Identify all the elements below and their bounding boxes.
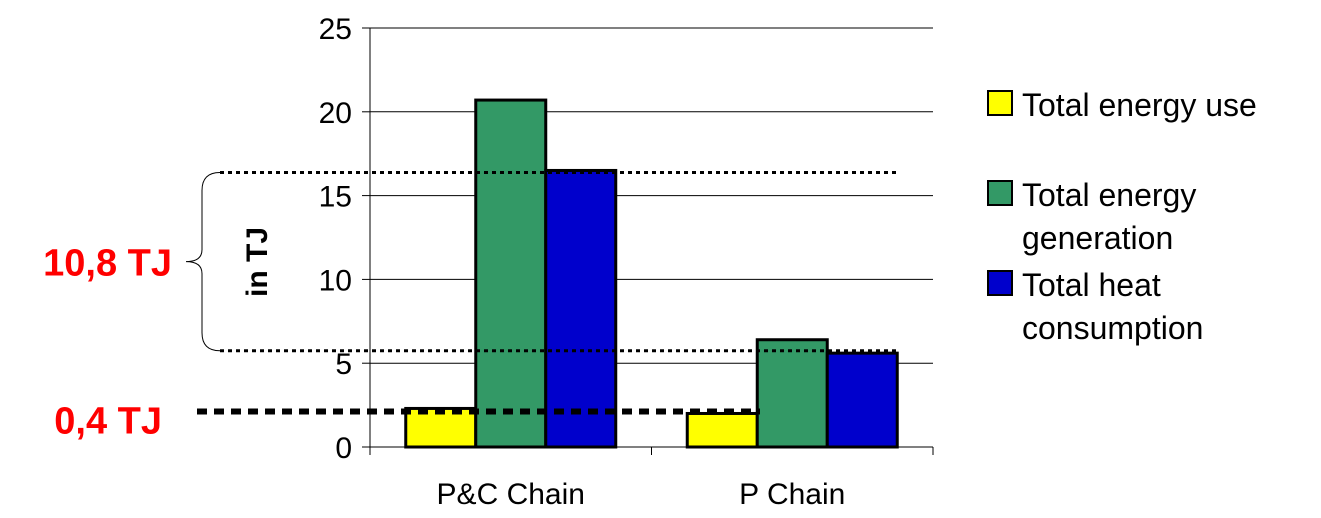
legend-swatch: [987, 180, 1013, 206]
y-tick-labels: 0 5 10 15 20 25: [319, 13, 352, 465]
legend-label: consumption: [1022, 310, 1203, 346]
bar: [474, 98, 548, 449]
y-tick-label: 20: [319, 97, 352, 130]
legend-swatch: [987, 270, 1013, 296]
annotations: 10,8 TJ 0,4 TJ: [43, 170, 900, 442]
legend-label: Total heat: [1022, 267, 1161, 303]
bar: [544, 168, 618, 449]
gridlines: [370, 27, 933, 364]
bars: [404, 98, 899, 449]
annotation-label: 0,4 TJ: [54, 400, 162, 442]
legend-label: Total energy use: [1022, 87, 1257, 123]
annotation-label: 10,8 TJ: [43, 243, 172, 285]
category-label: P&C Chain: [437, 478, 585, 511]
brace: [185, 171, 221, 352]
y-tick-label: 25: [319, 13, 352, 46]
y-axis-label: in TJ: [241, 227, 274, 297]
y-tick-label: 15: [319, 181, 352, 214]
legend-label: generation: [1022, 220, 1173, 256]
y-tick-label: 5: [335, 348, 352, 381]
category-label: P Chain: [739, 478, 845, 511]
legend-item: Total heat consumption: [987, 267, 1203, 346]
legend-item: Total energy use: [987, 87, 1257, 123]
bar: [755, 338, 829, 449]
bar: [825, 351, 899, 449]
category-labels: P&C Chain P Chain: [437, 478, 846, 511]
bar: [685, 411, 759, 449]
y-tick-label: 10: [319, 264, 352, 297]
axes: [362, 27, 934, 455]
y-tick-label: 0: [335, 432, 352, 465]
legend-swatch: [987, 90, 1013, 116]
legend-label: Total energy: [1022, 177, 1196, 213]
legend-item: Total energy generation: [987, 177, 1196, 256]
